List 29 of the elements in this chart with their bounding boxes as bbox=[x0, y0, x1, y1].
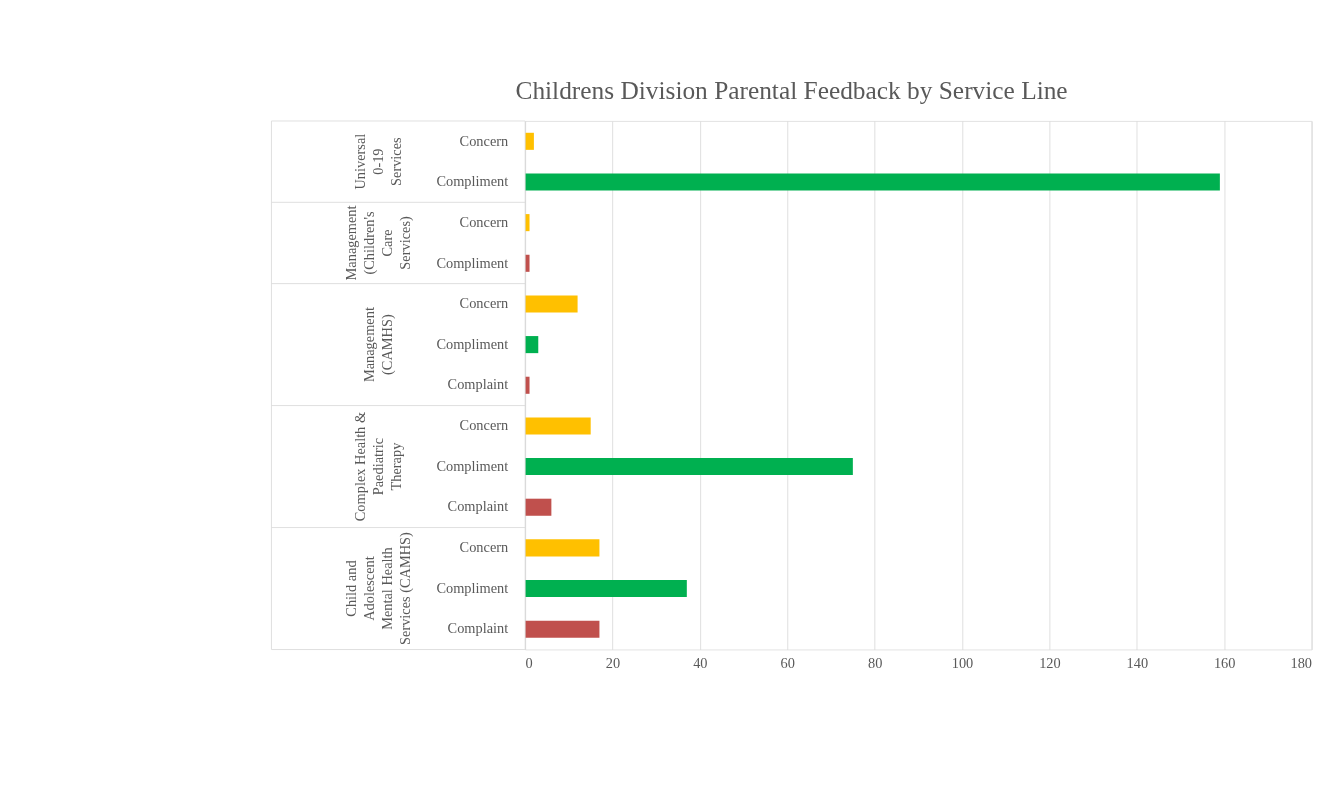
y-tick-label: Compliment bbox=[436, 579, 509, 596]
y-tick-label: Concern bbox=[459, 295, 509, 312]
x-tick-label: 80 bbox=[867, 654, 883, 671]
y-tick-label: Concern bbox=[459, 417, 509, 434]
y-tick-label: Concern bbox=[459, 539, 509, 556]
x-tick-label: 20 bbox=[605, 654, 621, 671]
x-tick-label: 120 bbox=[1039, 654, 1061, 671]
y-tick-label: Complaint bbox=[447, 498, 509, 515]
x-tick-label: 160 bbox=[1213, 654, 1236, 671]
y-tick-label: Concern bbox=[459, 132, 509, 149]
y-tick-label: Compliment bbox=[436, 173, 509, 190]
y-tick-label: Complaint bbox=[447, 620, 509, 637]
y-tick-label: Compliment bbox=[436, 335, 509, 352]
x-tick-label: 0 bbox=[525, 654, 533, 671]
y-tick-label: Compliment bbox=[436, 254, 509, 271]
text: Complex Health & Paediatric Therapy bbox=[352, 411, 404, 522]
x-tick-label: 40 bbox=[693, 654, 708, 671]
text: Management (Children's Care Services) bbox=[343, 205, 414, 281]
x-tick-label: 100 bbox=[951, 654, 974, 671]
text: Universal 0-19 Services bbox=[352, 133, 404, 190]
x-tick-label: 60 bbox=[780, 654, 795, 671]
x-tick-label: 140 bbox=[1126, 654, 1149, 671]
y-tick-label: Complaint bbox=[447, 376, 509, 393]
chart-title: Childrens Division Parental Feedback by Service Line bbox=[515, 75, 1068, 104]
y-tick-label: Compliment bbox=[436, 457, 509, 474]
text: Management (CAMHS) bbox=[361, 307, 396, 383]
text: Child and Adolescent Mental Health Services (CAMHS) bbox=[343, 531, 414, 645]
x-tick-label: 180 bbox=[1290, 654, 1313, 671]
y-tick-label: Concern bbox=[459, 213, 509, 230]
